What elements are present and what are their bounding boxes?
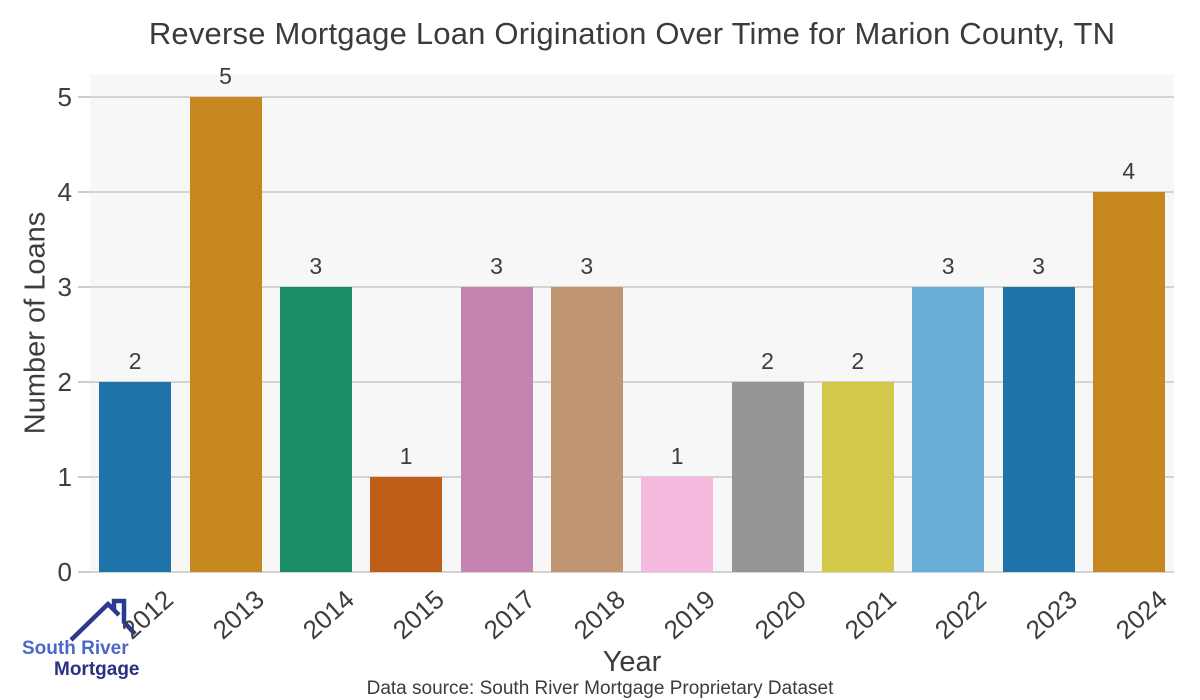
x-tick-label: 2014	[296, 584, 360, 645]
bar-value-label: 3	[1032, 253, 1045, 279]
south-river-mortgage-logo: South River Mortgage	[18, 596, 148, 692]
y-tick-mark	[78, 191, 90, 193]
bar-value-label: 3	[309, 253, 323, 279]
x-tick-label: 2013	[206, 584, 270, 645]
y-tick-label: 3	[57, 272, 72, 302]
x-axis-label: Year	[602, 646, 662, 678]
bar-value-label: 1	[670, 443, 684, 469]
bar-value-label: 5	[219, 63, 232, 89]
gridline-y3	[90, 286, 1174, 288]
x-tick-label: 2024	[1109, 584, 1173, 645]
x-tick-label: 2023	[1019, 584, 1083, 645]
y-tick-mark	[78, 476, 90, 478]
bar-value-label: 1	[399, 443, 413, 469]
plot-area	[90, 74, 1174, 573]
bar-2022	[912, 287, 985, 572]
gridline-y5	[90, 96, 1174, 98]
bar-2021	[821, 382, 894, 572]
gridline-y4	[90, 191, 1174, 193]
bar-value-label: 3	[580, 253, 594, 279]
logo-text-line1: South River	[22, 638, 129, 659]
chart-title: Reverse Mortgage Loan Origination Over T…	[148, 16, 1116, 51]
bar-value-label: 2	[128, 348, 142, 374]
x-tick-label: 2020	[748, 584, 812, 645]
y-tick-label: 2	[57, 367, 72, 397]
bar-2015	[370, 477, 443, 572]
y-tick-label: 0	[57, 557, 72, 587]
gridline-y2	[90, 381, 1174, 383]
bar-value-label: 3	[490, 253, 503, 279]
y-tick-mark	[78, 96, 90, 98]
x-tick-label: 2021	[838, 584, 902, 645]
logo-text-line2: Mortgage	[54, 659, 140, 680]
x-tick-label: 2022	[929, 584, 993, 645]
bar-value-label: 3	[941, 253, 955, 279]
bar-2013	[189, 97, 262, 572]
x-tick-label: 2017	[477, 584, 541, 645]
gridline-y1	[90, 476, 1174, 478]
bar-value-label: 2	[851, 348, 865, 374]
y-axis-label: Number of Loans	[19, 211, 52, 435]
x-tick-label: 2019	[658, 584, 722, 645]
x-tick-label: 2015	[387, 584, 451, 645]
bar-2019	[641, 477, 714, 572]
data-source-caption: Data source: South River Mortgage Propri…	[366, 678, 834, 699]
y-tick-label: 4	[57, 177, 72, 207]
y-tick-mark	[78, 381, 90, 383]
bar-2020	[731, 382, 804, 572]
bar-2017	[460, 287, 533, 572]
x-tick-label: 2018	[567, 584, 631, 645]
y-tick-mark	[78, 571, 90, 573]
bar-2018	[550, 287, 623, 572]
bar-value-label: 2	[761, 348, 774, 374]
bar-value-label: 4	[1122, 158, 1136, 184]
gridline-y0	[90, 571, 1174, 573]
y-tick-label: 1	[57, 462, 72, 492]
bar-2024	[1092, 192, 1165, 572]
bar-2012	[99, 382, 172, 572]
y-tick-label: 5	[57, 82, 72, 112]
bar-2014	[279, 287, 352, 572]
y-tick-mark	[78, 286, 90, 288]
house-roof-icon	[69, 598, 137, 642]
bar-2023	[1002, 287, 1075, 572]
